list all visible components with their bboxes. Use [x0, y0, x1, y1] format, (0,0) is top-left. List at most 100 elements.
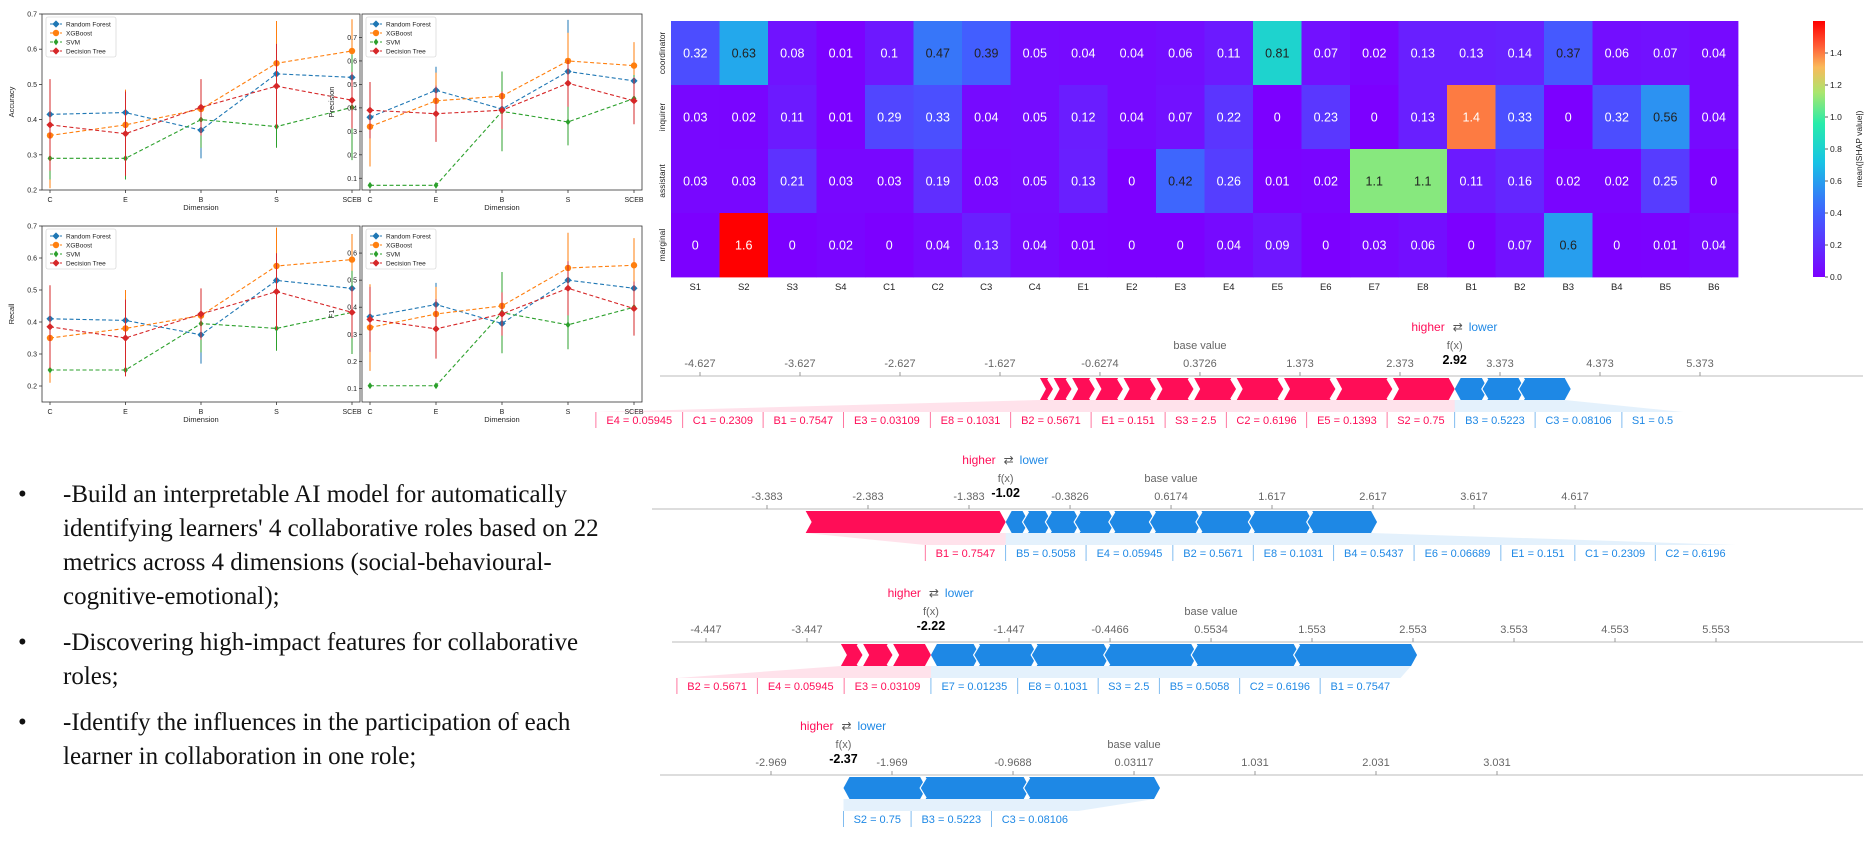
feature-connector: [805, 533, 1006, 545]
heatmap-row-label: coordinator: [657, 32, 667, 75]
heatmap-value: 0.01: [829, 111, 853, 125]
heatmap-value: 0.01: [1653, 239, 1677, 253]
heatmap-cell: [962, 213, 1011, 278]
feature-connector: [1306, 533, 1736, 545]
heatmap-value: 0.11: [1460, 175, 1483, 189]
feature-label: C1 = 0.2309: [1585, 548, 1645, 560]
legend-label: Decision Tree: [66, 261, 106, 268]
axis-tick-label: 2.373: [1386, 358, 1414, 370]
heatmap-cell: [865, 21, 914, 86]
base-value-label: base value: [1107, 739, 1160, 751]
heatmap-value: 0.08: [780, 47, 804, 61]
axis-tick-label: -3.383: [751, 491, 782, 503]
base-value-label: base value: [1173, 340, 1226, 352]
base-value-label: base value: [1184, 606, 1237, 618]
heatmap-value: 0: [1371, 111, 1378, 125]
heatmap-value: 0.42: [1168, 175, 1192, 189]
heatmap-cell: [1301, 21, 1351, 86]
series-decision-tree: [366, 59, 638, 142]
legend-label: XGBoost: [66, 243, 92, 250]
heatmap-col-label: C4: [1029, 282, 1041, 293]
segment-chevron: [1187, 378, 1195, 400]
force-plot-4: higher ⇄ lower base value f(x)-2.37 -2.969 -1.…: [660, 719, 1863, 827]
heatmap-row-label: assistant: [657, 164, 667, 198]
point-marker: [367, 382, 373, 390]
heatmap-value: 0.16: [1508, 175, 1532, 189]
segment-chevron: [1103, 644, 1111, 666]
heatmap-cell: [1544, 85, 1593, 150]
heatmap-cell: [1301, 213, 1351, 278]
heatmap-value: 0.05: [1023, 111, 1047, 125]
axis-tick-label: -0.6274: [1081, 358, 1118, 370]
heatmap-cell: [1544, 21, 1593, 86]
heatmap-cell: [671, 213, 720, 278]
positive-segment: [1156, 378, 1195, 400]
point-marker: [366, 315, 374, 324]
series-line: [50, 106, 353, 159]
segment-chevron: [1247, 511, 1255, 533]
heatmap-cell: [719, 21, 769, 86]
colorbar-tick-label: 0.8: [1830, 144, 1842, 154]
heatmap-value: 1.1: [1366, 175, 1383, 189]
y-axis-label: F1: [327, 310, 336, 319]
positive-segment: [1072, 378, 1096, 400]
segment-chevron: [1230, 378, 1238, 400]
arrows-icon: ⇄: [1453, 320, 1463, 334]
heatmap-cell: [1204, 21, 1254, 86]
x-tick-label: B: [500, 197, 505, 204]
feature-label: S2 = 0.75: [1397, 415, 1444, 427]
higher-label: higher: [800, 719, 833, 733]
point-marker: [52, 20, 60, 28]
legend-label: Decision Tree: [386, 49, 426, 56]
heatmap-cell: [962, 21, 1011, 86]
heatmap-cell: [1107, 213, 1157, 278]
heatmap-cell: [671, 149, 720, 214]
feature-connector: [1074, 533, 1334, 545]
axis-tick-label: 0.6174: [1154, 491, 1188, 503]
positive-segment: [863, 644, 894, 666]
fx-caption: f(x): [998, 473, 1014, 485]
segment-chevron: [1329, 378, 1337, 400]
series-decision-tree: [46, 43, 356, 176]
y-tick-label: 0.1: [347, 176, 357, 183]
heatmap-cell: [1253, 213, 1302, 278]
segment-chevron: [1386, 378, 1394, 400]
heatmap-cell: [1689, 213, 1739, 278]
heatmap-cell: [768, 149, 817, 214]
feature-label: B3 = 0.5223: [1465, 415, 1525, 427]
point-marker: [630, 304, 638, 313]
y-axis-label: Precision: [327, 87, 336, 118]
point-marker: [52, 259, 60, 267]
axis-tick-label: 1.031: [1241, 757, 1269, 769]
heatmap-value: 0.09: [1265, 239, 1289, 253]
heatmap-value: 0: [1468, 239, 1475, 253]
feature-label: B1 = 0.7547: [936, 548, 996, 560]
heatmap-value: 0.25: [1653, 175, 1677, 189]
point-marker: [46, 121, 54, 129]
axis-tick-label: -0.9688: [994, 757, 1031, 769]
y-tick-label: 0.6: [27, 256, 37, 263]
heatmap-cell: [1059, 21, 1108, 86]
heatmap-cell: [1059, 85, 1108, 150]
axis-tick-label: 5.373: [1686, 358, 1714, 370]
heatmap-cell: [1641, 21, 1690, 86]
bullet-item: • -Identify the influences in the partici…: [18, 706, 618, 774]
line-panel-f1: 0.1 0.2 0.3 0.4 0.5 0.6 C E B S SCEB Dimension F1 Ran…: [327, 225, 644, 424]
heatmap-col-label: B4: [1611, 282, 1623, 293]
feature-connector: [1248, 533, 1656, 545]
colorbar-tick-label: 1.4: [1830, 48, 1842, 58]
heatmap-value: 0.12: [1071, 111, 1095, 125]
feature-connector: [682, 400, 1073, 412]
negative-segment: [1031, 644, 1110, 666]
heatmap-value: 0.06: [1411, 239, 1435, 253]
heatmap-col-label: B3: [1562, 282, 1574, 293]
feature-connector: [930, 666, 1018, 678]
heatmap-cell: [1010, 21, 1060, 86]
heatmap-value: 0.01: [829, 47, 853, 61]
heatmap-cell: [719, 149, 769, 214]
force-plot-3: higher ⇄ lower base value f(x)-2.22 -4.447 -3.…: [672, 586, 1863, 694]
y-tick-label: 0.7: [27, 12, 37, 19]
negative-segment: [973, 644, 1038, 666]
heatmap-cell: [816, 21, 866, 86]
heatmap-cell: [865, 213, 914, 278]
